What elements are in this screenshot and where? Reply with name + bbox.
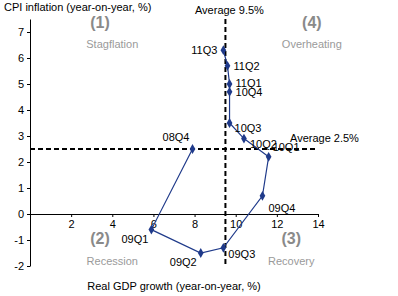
x-tick-label: 2 (69, 218, 75, 230)
point-label: 09Q2 (170, 256, 197, 268)
quadrant-label: Recovery (268, 255, 315, 267)
x-tick: 12 (271, 214, 283, 230)
y-axis: -2 -1 0 1 2 3 4 5 6 7 (14, 20, 30, 273)
y-tick-mark (27, 32, 30, 33)
quadrant-label: (2) (90, 230, 110, 247)
y-tick-label: 0 (18, 208, 24, 220)
x-tick: 2 (69, 214, 75, 230)
y-tick-label: 6 (18, 52, 24, 64)
quadrant-label: Overheating (282, 38, 342, 50)
reference-label: Average 2.5% (290, 132, 359, 144)
x-tick-mark (277, 214, 278, 217)
y-tick-mark (27, 136, 30, 137)
y-tick: 2 (18, 156, 30, 168)
x-tick-mark (153, 214, 154, 217)
y-tick-mark (27, 162, 30, 163)
x-tick-mark (112, 214, 113, 217)
point (225, 61, 231, 71)
quadrant-label: Recession (87, 255, 138, 267)
point (260, 191, 266, 201)
point-label: 09Q3 (228, 248, 255, 260)
y-tick-mark (27, 266, 30, 267)
y-tick-label: 4 (18, 104, 24, 116)
y-tick-label: -1 (14, 234, 24, 246)
x-axis-line (31, 214, 319, 215)
y-tick-label: 2 (18, 156, 24, 168)
y-tick-mark (27, 110, 30, 111)
y-tick: 7 (18, 26, 30, 38)
point-label: 11Q2 (233, 60, 259, 72)
x-axis-title: Real GDP growth (year-on-year, %) (87, 280, 260, 292)
point (221, 243, 227, 253)
y-tick: -1 (14, 234, 30, 246)
point (266, 152, 272, 162)
point (241, 134, 247, 144)
y-tick-mark (27, 214, 30, 215)
y-tick: 4 (18, 104, 30, 116)
point (149, 225, 155, 235)
x-tick-mark (236, 214, 237, 217)
x-tick: 4 (110, 214, 116, 230)
y-tick-label: 5 (18, 78, 24, 90)
x-tick: 14 (312, 214, 324, 230)
y-axis-title: CPI inflation (year-on-year, %) (4, 1, 151, 13)
x-tick-label: 12 (271, 218, 283, 230)
point-label: 09Q4 (268, 202, 295, 214)
quadrant-label: (4) (302, 14, 322, 31)
y-tick: 1 (18, 182, 30, 194)
point (221, 45, 227, 55)
y-tick: 5 (18, 78, 30, 90)
point-label: 09Q1 (121, 233, 148, 245)
y-tick-mark (27, 188, 30, 189)
x-tick-label: 8 (192, 218, 198, 230)
y-tick-mark (27, 58, 30, 59)
point (198, 248, 204, 258)
x-tick-label: 4 (110, 218, 116, 230)
y-tick: 0 (18, 208, 30, 220)
y-tick-label: 3 (18, 130, 24, 142)
y-tick-label: 7 (18, 26, 24, 38)
point-label: 08Q4 (163, 131, 190, 143)
quadrant-label: (1) (90, 14, 110, 31)
y-tick: 6 (18, 52, 30, 64)
point-label: 10Q2 (250, 138, 277, 150)
y-axis-line (30, 20, 31, 267)
plot-area (149, 45, 272, 258)
x-tick-label: 10 (230, 218, 242, 230)
series-line (151, 50, 268, 253)
y-tick: 3 (18, 130, 30, 142)
quadrant-label: (3) (281, 230, 301, 247)
y-tick-mark (27, 240, 30, 241)
reference-label: Average 9.5% (195, 4, 264, 16)
chart: -2-1012345672468101214Average 9.5%Averag… (0, 0, 398, 296)
x-tick-mark (195, 214, 196, 217)
y-tick-label: -2 (14, 260, 24, 272)
x-axis: 2468101214 (31, 214, 325, 230)
x-tick-label: 14 (312, 218, 324, 230)
point-label: 11Q3 (191, 44, 217, 56)
point (227, 79, 233, 89)
x-tick: 10 (230, 214, 242, 230)
point (190, 144, 196, 154)
x-tick-mark (318, 214, 319, 217)
point-label: 11Q1 (236, 77, 262, 89)
quadrant-label: Stagflation (86, 38, 138, 50)
point (227, 118, 233, 128)
x-tick: 8 (192, 214, 198, 230)
y-tick-mark (27, 84, 30, 85)
y-tick: -2 (14, 260, 30, 272)
y-tick-label: 1 (18, 182, 24, 194)
x-tick-mark (71, 214, 72, 217)
point-label: 10Q3 (235, 122, 262, 134)
